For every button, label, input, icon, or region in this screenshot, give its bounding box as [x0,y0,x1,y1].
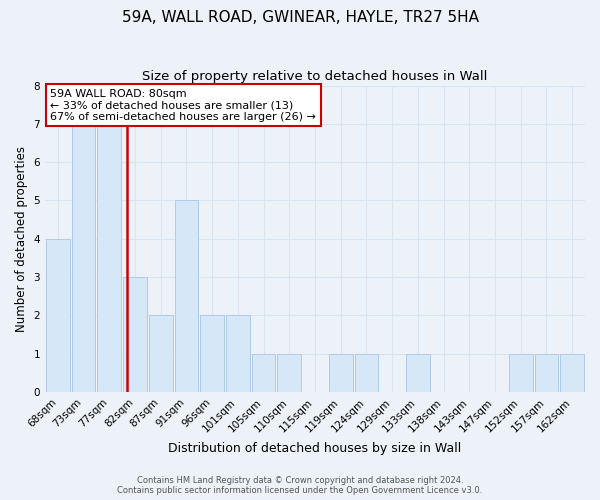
Bar [97,124,121,392]
Bar [329,354,353,392]
Text: 59A WALL ROAD: 80sqm
← 33% of detached houses are smaller (13)
67% of semi-detac: 59A WALL ROAD: 80sqm ← 33% of detached h… [50,88,316,122]
Title: Size of property relative to detached houses in Wall: Size of property relative to detached ho… [142,70,488,83]
Bar [406,354,430,392]
Bar [535,354,558,392]
X-axis label: Distribution of detached houses by size in Wall: Distribution of detached houses by size … [169,442,461,455]
Bar [46,239,70,392]
Bar [175,200,198,392]
Text: Contains HM Land Registry data © Crown copyright and database right 2024.
Contai: Contains HM Land Registry data © Crown c… [118,476,482,495]
Bar [252,354,275,392]
Bar [355,354,378,392]
Text: 59A, WALL ROAD, GWINEAR, HAYLE, TR27 5HA: 59A, WALL ROAD, GWINEAR, HAYLE, TR27 5HA [121,10,479,25]
Bar [277,354,301,392]
Bar [123,277,147,392]
Bar [72,124,95,392]
Bar [149,316,173,392]
Bar [226,316,250,392]
Bar [509,354,533,392]
Bar [200,316,224,392]
Y-axis label: Number of detached properties: Number of detached properties [15,146,28,332]
Bar [560,354,584,392]
